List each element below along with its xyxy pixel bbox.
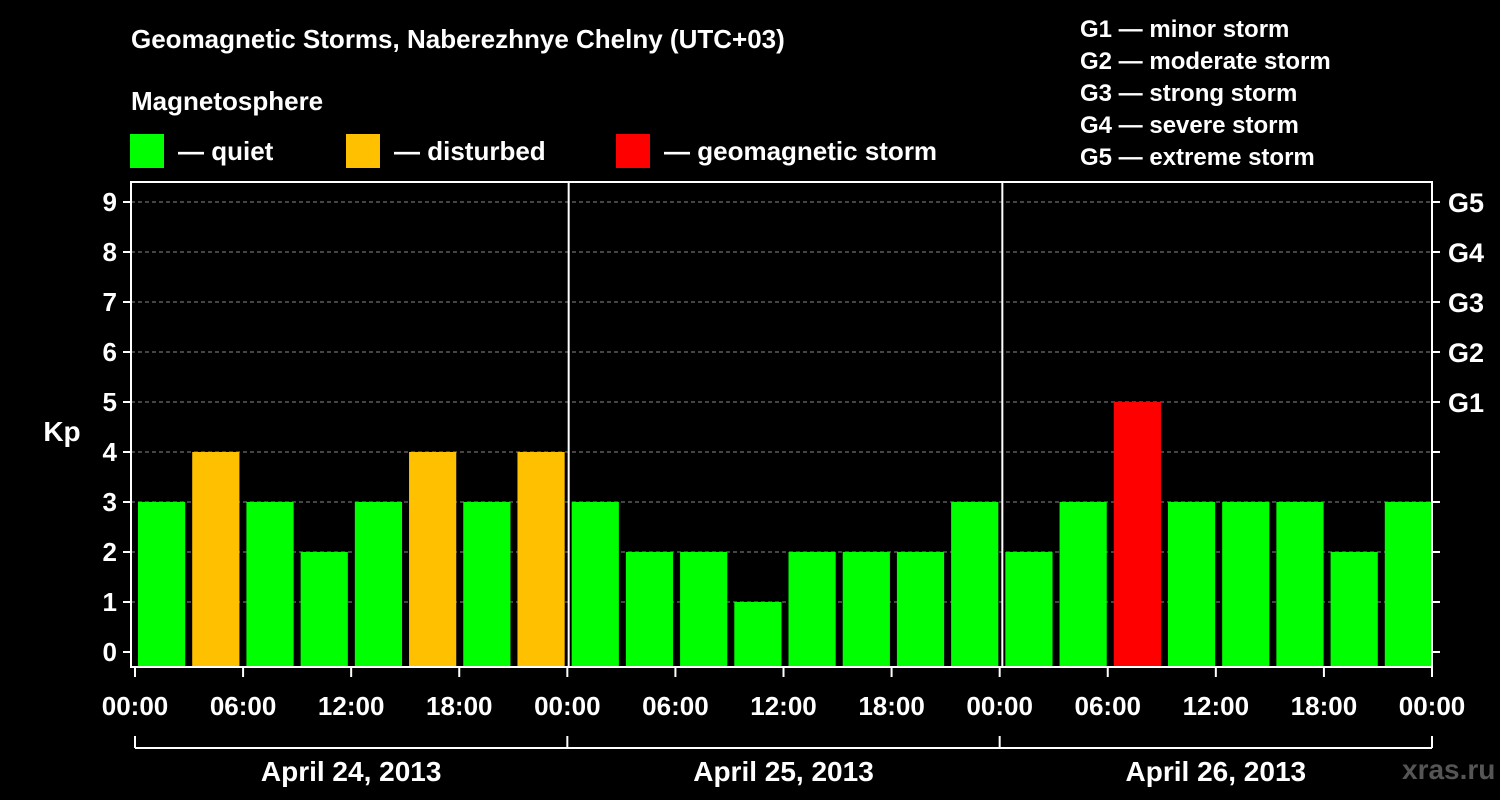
- g-scale-tick-label: G5: [1448, 188, 1484, 218]
- bar-kp: [680, 552, 728, 667]
- legend-swatch-storm: [616, 134, 650, 168]
- bar-kp: [246, 502, 294, 667]
- day-label: April 26, 2013: [1126, 756, 1307, 787]
- x-tick-label: 00:00: [102, 691, 169, 721]
- y-tick-label: 7: [103, 287, 117, 317]
- bar-kp: [896, 552, 945, 667]
- storm-scale-g1: G1 — minor storm: [1080, 16, 1290, 43]
- day-label: April 25, 2013: [693, 756, 874, 787]
- bar-kp: [1005, 552, 1053, 667]
- x-tick-label: 12:00: [318, 691, 385, 721]
- bar-kp: [625, 552, 674, 667]
- g-scale-tick-label: G1: [1448, 388, 1484, 418]
- g-scale-tick-label: G2: [1448, 338, 1484, 368]
- g-scale-tick-label: G3: [1448, 288, 1484, 318]
- x-tick-label: 12:00: [750, 691, 817, 721]
- day-label: April 24, 2013: [261, 756, 442, 787]
- plot-frame: [130, 181, 1433, 668]
- legend-item-disturbed: — disturbed: [346, 134, 546, 168]
- legend-swatch-disturbed: [346, 134, 380, 168]
- storm-scale-g5: G5 — extreme storm: [1080, 144, 1315, 171]
- x-tick-label: 18:00: [426, 691, 493, 721]
- y-tick-label: 3: [103, 487, 117, 517]
- legend-label-quiet: — quiet: [178, 135, 274, 166]
- chart-title: Geomagnetic Storms, Naberezhnye Chelny (…: [131, 24, 785, 54]
- x-tick-label: 00:00: [966, 691, 1033, 721]
- credit-label: xras.ru: [1402, 754, 1496, 785]
- y-tick-label: 9: [103, 187, 117, 217]
- y-tick-label: 8: [103, 237, 117, 267]
- y-tick-label: 5: [103, 387, 117, 417]
- y-tick-label: 6: [103, 337, 117, 367]
- chart-subtitle: Magnetosphere: [131, 86, 324, 116]
- bar-kp: [409, 452, 457, 667]
- y-tick-label: 2: [103, 537, 117, 567]
- bar-kp: [788, 552, 836, 667]
- x-tick-label: 18:00: [858, 691, 925, 721]
- legend-label-storm: — geomagnetic storm: [664, 135, 938, 166]
- legend-item-quiet: — quiet: [130, 134, 273, 168]
- y-axis-label: Kp: [43, 416, 80, 447]
- bar-kp: [1059, 502, 1107, 667]
- bar-kp: [300, 552, 348, 667]
- storm-scale-legend: G1 — minor storm G2 — moderate storm G3 …: [1080, 14, 1331, 174]
- x-tick-label: 06:00: [1075, 691, 1142, 721]
- storm-scale-g2: G2 — moderate storm: [1080, 48, 1331, 75]
- x-tick-label: 18:00: [1291, 691, 1358, 721]
- y-tick-label: 0: [103, 637, 117, 667]
- bar-kp: [138, 502, 186, 667]
- x-tick-label: 06:00: [642, 691, 709, 721]
- bar-kp: [354, 502, 403, 667]
- bar-kp: [463, 502, 511, 667]
- legend-label-disturbed: — disturbed: [394, 135, 546, 166]
- storm-scale-g4: G4 — severe storm: [1080, 112, 1299, 139]
- bar-kp: [192, 452, 240, 667]
- storm-scale-g3: G3 — strong storm: [1080, 80, 1298, 107]
- x-tick-label: 06:00: [210, 691, 277, 721]
- g-scale-tick-label: G4: [1448, 238, 1484, 268]
- legend-swatch-quiet: [130, 134, 164, 168]
- x-tick-label: 12:00: [1183, 691, 1250, 721]
- bar-kp: [951, 502, 999, 667]
- y-tick-label: 1: [103, 587, 117, 617]
- bar-kp: [1113, 402, 1161, 667]
- bar-kp: [571, 502, 619, 667]
- bar-kp: [1276, 502, 1324, 667]
- legend-item-storm: — geomagnetic storm: [616, 134, 937, 168]
- bar-kp: [1222, 502, 1270, 667]
- x-tick-label: 00:00: [1399, 691, 1466, 721]
- bar-kp: [842, 552, 890, 667]
- bar-kp: [1167, 502, 1216, 667]
- bar-kp: [1330, 552, 1378, 667]
- bar-kp: [734, 602, 782, 667]
- bar-kp: [517, 452, 565, 667]
- y-tick-label: 4: [103, 437, 118, 467]
- x-tick-label: 00:00: [534, 691, 601, 721]
- bar-kp: [1384, 502, 1432, 667]
